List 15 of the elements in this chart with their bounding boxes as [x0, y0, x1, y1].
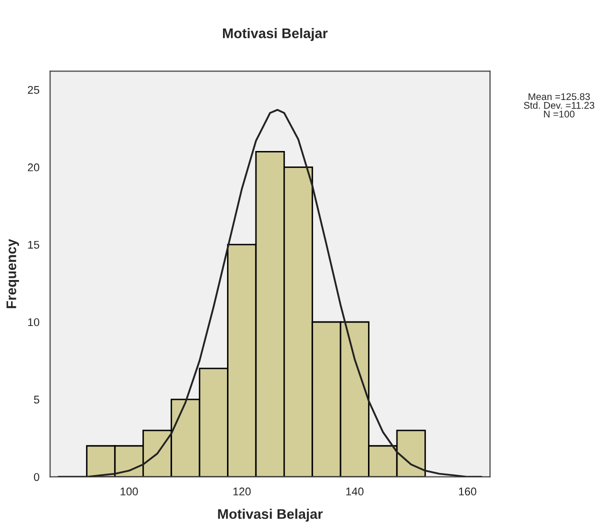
y-tick-label: 0: [34, 473, 40, 481]
y-axis-title: Frequency: [6, 238, 19, 308]
y-tick-label: 15: [28, 240, 40, 249]
y-tick-label: 25: [28, 86, 40, 94]
x-tick-label: 100: [120, 488, 138, 496]
x-tick-label: 140: [346, 488, 364, 496]
chart-title: Motivasi Belajar: [223, 28, 328, 41]
line-series: [58, 108, 482, 477]
y-tick-label: 5: [34, 396, 40, 404]
x-tick-label: 160: [459, 488, 476, 496]
y-tick-label: 20: [28, 163, 40, 172]
x-tick-label: 120: [233, 488, 251, 496]
x-axis-title: Motivasi Belajar: [218, 508, 323, 522]
text: Mean =125.83 Std. Dev. =11.23 N =100: [524, 93, 594, 118]
y-tick-label: 10: [28, 318, 40, 326]
